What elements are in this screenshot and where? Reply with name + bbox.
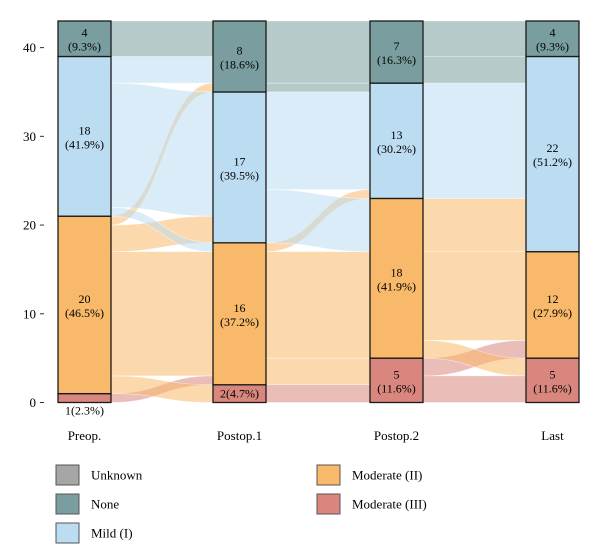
node-pct-0-moderate2: (46.5%) bbox=[65, 306, 104, 320]
node-0-moderate2 bbox=[57, 215, 112, 395]
node-count-1-none: 8 bbox=[237, 43, 243, 57]
node-pct-0-mild: (41.9%) bbox=[65, 137, 104, 151]
flow-1-moderate2-to-moderate3 bbox=[265, 357, 371, 386]
node-2-moderate3 bbox=[369, 357, 424, 404]
y-tick-label-30: 30 bbox=[23, 129, 36, 144]
flow-layer bbox=[110, 20, 527, 403]
flow-2-mild-to-mild bbox=[422, 82, 527, 199]
legend-label-moderate3: Moderate (III) bbox=[352, 497, 427, 512]
node-count-1-mild: 17 bbox=[234, 154, 246, 168]
node-pct-0-none: (9.3%) bbox=[68, 40, 101, 54]
node-3-none bbox=[525, 20, 580, 58]
node-pct-3-none: (9.3%) bbox=[536, 40, 569, 54]
node-count-3-moderate3: 5 bbox=[550, 367, 556, 381]
node-pct-1-moderate2: (37.2%) bbox=[220, 315, 259, 329]
flow-2-none-to-mild bbox=[422, 56, 527, 84]
node-pct-1-none: (18.6%) bbox=[220, 57, 259, 71]
flow-0-none-to-none bbox=[110, 20, 214, 57]
node-count-0-none: 4 bbox=[82, 26, 88, 40]
legend: Unknown None Mild (I) Moderate (II) Moderate… bbox=[55, 464, 427, 544]
flow-1-moderate2-to-moderate2 bbox=[265, 251, 371, 359]
x-label-2: Postop.2 bbox=[374, 428, 419, 443]
node-count-2-mild: 13 bbox=[391, 128, 403, 142]
x-label-0: Preop. bbox=[68, 428, 102, 443]
node-count-3-none: 4 bbox=[550, 26, 556, 40]
node-pct-1-mild: (39.5%) bbox=[220, 168, 259, 182]
flow-0-moderate2-to-moderate2 bbox=[110, 251, 214, 377]
node-count-0-moderate2: 20 bbox=[79, 292, 91, 306]
flow-0-mild-to-mild bbox=[110, 82, 214, 217]
y-tick-label-0: 0 bbox=[30, 395, 37, 410]
node-1-moderate2 bbox=[212, 242, 267, 386]
node-count-2-moderate3: 5 bbox=[394, 367, 400, 381]
node-3-mild bbox=[525, 55, 580, 253]
node-label-0-moderate3: 1(2.3%) bbox=[65, 404, 104, 418]
legend-swatch-mild bbox=[55, 522, 80, 544]
y-axis: 0 10 20 30 40 bbox=[23, 40, 44, 410]
node-0-none bbox=[57, 20, 112, 58]
node-count-2-none: 7 bbox=[394, 39, 400, 53]
node-2-mild bbox=[369, 82, 424, 200]
y-tick-label-20: 20 bbox=[23, 218, 36, 233]
node-layer: 1(2.3%)20(46.5%)18(41.9%)4(9.3%)2(4.7%)1… bbox=[57, 20, 580, 418]
node-pct-3-mild: (51.2%) bbox=[533, 155, 572, 169]
x-label-1: Postop.1 bbox=[217, 428, 262, 443]
node-pct-2-none: (16.3%) bbox=[377, 53, 416, 67]
node-count-2-moderate2: 18 bbox=[391, 265, 403, 279]
legend-label-none: None bbox=[91, 497, 119, 512]
node-count-1-moderate2: 16 bbox=[234, 301, 246, 315]
node-3-moderate3 bbox=[525, 357, 580, 404]
node-pct-3-moderate2: (27.9%) bbox=[533, 306, 572, 320]
flow-1-mild-to-mild bbox=[265, 91, 371, 190]
flow-1-none-to-none bbox=[265, 20, 371, 84]
flow-1-moderate3-to-moderate3 bbox=[265, 384, 371, 403]
y-tick-label-40: 40 bbox=[23, 40, 36, 55]
legend-swatch-none bbox=[55, 493, 80, 515]
legend-label-unknown: Unknown bbox=[91, 468, 143, 483]
flow-2-moderate2-to-mild bbox=[422, 198, 527, 252]
node-pct-2-mild: (30.2%) bbox=[377, 142, 416, 156]
legend-label-moderate2: Moderate (II) bbox=[352, 468, 422, 483]
node-count-3-moderate2: 12 bbox=[547, 292, 559, 306]
node-pct-2-moderate2: (41.9%) bbox=[377, 279, 416, 293]
flow-2-none-to-none bbox=[422, 20, 527, 57]
node-1-none bbox=[212, 20, 267, 93]
flow-1-mild-to-moderate2 bbox=[265, 189, 371, 252]
x-label-3: Last bbox=[541, 428, 564, 443]
node-1-mild bbox=[212, 91, 267, 244]
legend-swatch-moderate3 bbox=[316, 493, 341, 515]
node-count-3-mild: 22 bbox=[547, 141, 559, 155]
flow-2-moderate3-to-moderate3 bbox=[422, 375, 527, 403]
y-tick-label-10: 10 bbox=[23, 306, 36, 321]
legend-swatch-moderate2 bbox=[316, 464, 341, 486]
flow-1-none-to-mild bbox=[265, 82, 371, 93]
legend-swatch-unknown bbox=[55, 464, 80, 486]
node-pct-3-moderate3: (11.6%) bbox=[533, 381, 572, 395]
flow-2-moderate2-to-moderate2 bbox=[422, 251, 527, 341]
node-0-mild bbox=[57, 55, 112, 217]
node-count-0-mild: 18 bbox=[79, 123, 91, 137]
node-pct-2-moderate3: (11.6%) bbox=[377, 381, 416, 395]
legend-label-mild: Mild (I) bbox=[91, 526, 133, 541]
node-label-1-moderate3: 2(4.7%) bbox=[220, 387, 259, 401]
flow-0-mild-to-none bbox=[110, 56, 214, 84]
node-0-moderate3 bbox=[57, 392, 112, 404]
x-axis-labels: Preop. Postop.1 Postop.2 Last bbox=[68, 428, 564, 443]
node-3-moderate2 bbox=[525, 251, 580, 359]
node-2-none bbox=[369, 20, 424, 84]
